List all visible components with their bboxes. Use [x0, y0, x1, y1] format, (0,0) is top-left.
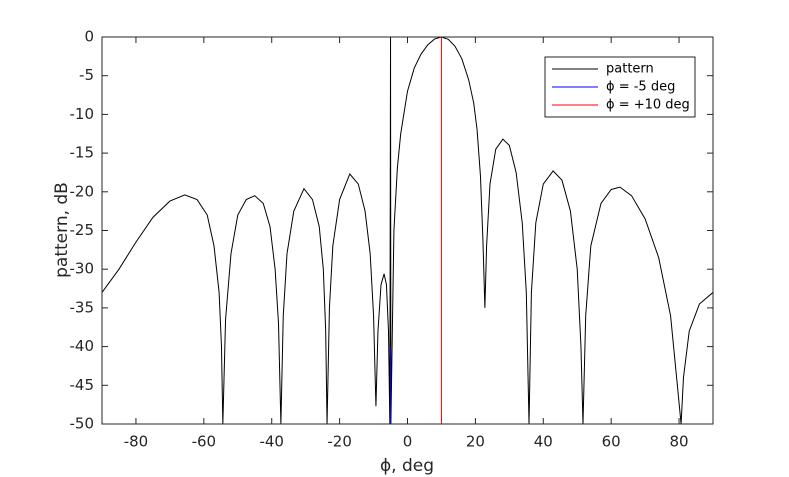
x-tick-label: -20: [327, 433, 352, 451]
legend-label: ϕ = +10 deg: [606, 98, 690, 113]
y-tick-label: -15: [70, 144, 95, 162]
x-tick-label: 20: [466, 433, 485, 451]
y-axis-label: pattern, dB: [52, 182, 72, 278]
axes-box: [101, 36, 714, 425]
series-line: [102, 37, 713, 424]
x-tick-label: 60: [602, 433, 621, 451]
y-tick-label: -10: [70, 105, 95, 123]
y-tick-label: 0: [84, 28, 94, 46]
y-tick-label: -45: [70, 376, 95, 394]
y-tick-label: -40: [70, 337, 95, 355]
y-tick-label: -25: [70, 221, 95, 239]
x-tick-label: 0: [403, 433, 413, 451]
y-tick-label: -50: [70, 415, 95, 433]
y-tick-label: -35: [70, 298, 95, 316]
y-tick-label: -20: [70, 182, 95, 200]
y-tick-label: -5: [79, 66, 94, 84]
x-tick-label: -40: [259, 433, 284, 451]
x-tick-label: -60: [192, 433, 217, 451]
x-tick-label: 80: [670, 433, 689, 451]
legend-label: ϕ = -5 deg: [606, 80, 675, 95]
x-tick-label: 40: [534, 433, 553, 451]
x-tick-label: -80: [124, 433, 149, 451]
x-axis-label: ϕ, deg: [380, 456, 434, 476]
legend-label: pattern: [606, 62, 654, 77]
y-tick-label: -30: [70, 260, 95, 278]
